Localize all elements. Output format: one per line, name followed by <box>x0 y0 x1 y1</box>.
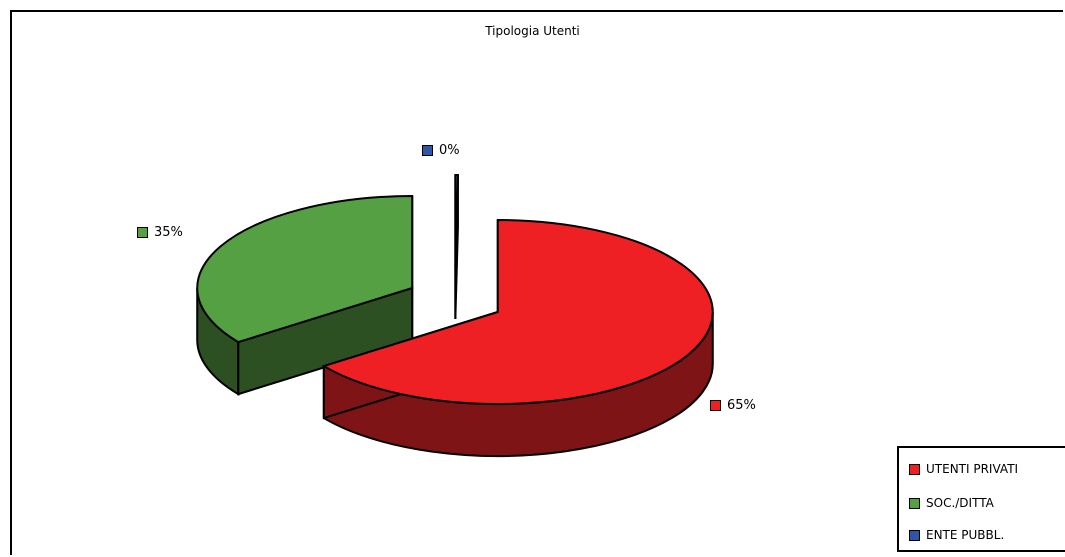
legend-swatch <box>909 497 920 509</box>
data-label-swatch <box>137 227 148 238</box>
data-label-text: 65% <box>727 398 756 413</box>
data-label-ente-pubbl: 0% <box>422 143 460 158</box>
legend: UTENTI PRIVATI SOC./DITTA ENTE PUBBL. <box>897 446 1065 552</box>
legend-item-soc-ditta: SOC./DITTA <box>909 496 994 510</box>
pie-slice-ente-pubbl <box>454 174 459 268</box>
pie-slice-soc-ditta <box>196 195 414 344</box>
legend-item-ente-pubbl: ENTE PUBBL. <box>909 528 1004 542</box>
legend-label: UTENTI PRIVATI <box>926 462 1019 476</box>
data-label-swatch <box>710 400 721 411</box>
legend-swatch <box>909 463 920 475</box>
data-label-text: 35% <box>154 225 183 240</box>
chart-title: Tipologia Utenti <box>485 24 580 38</box>
legend-item-utenti-privati: UTENTI PRIVATI <box>909 462 1018 476</box>
pie-slice-utenti-privati <box>321 218 714 405</box>
data-label-utenti-privati: 65% <box>710 398 756 413</box>
data-label-text: 0% <box>439 143 460 158</box>
data-label-swatch <box>422 145 433 156</box>
legend-swatch <box>909 529 920 541</box>
legend-label: ENTE PUBBL. <box>926 528 1005 542</box>
legend-label: SOC./DITTA <box>926 496 994 510</box>
data-label-soc-ditta: 35% <box>137 225 183 240</box>
